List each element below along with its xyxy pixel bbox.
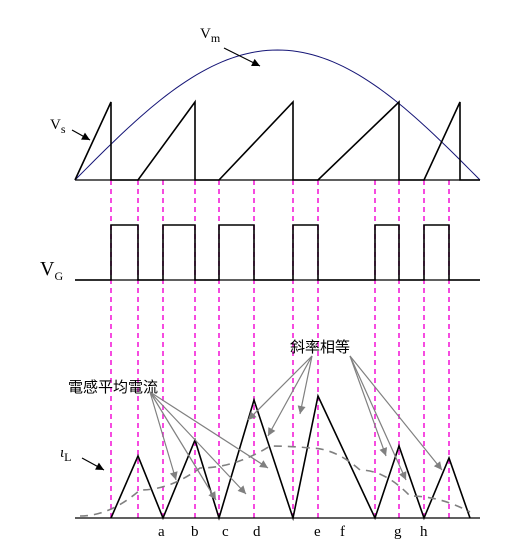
- iL-wave: [111, 396, 470, 518]
- label-avg-current: 電感平均電流: [68, 376, 158, 397]
- axis-letter: b: [191, 524, 199, 541]
- vs-sawtooth: [75, 102, 480, 180]
- diagram-svg: [0, 0, 510, 550]
- label-slope-equal: 斜率相等: [290, 336, 350, 357]
- diagram-canvas: Vm Vs VG ιL 斜率相等 電感平均電流 a b c d e f g h: [0, 0, 510, 550]
- axis-letter: h: [420, 524, 428, 541]
- axis-letter: c: [222, 524, 229, 541]
- label-vg: VG: [40, 258, 63, 284]
- axis-letter: e: [314, 524, 321, 541]
- label-vm: Vm: [200, 26, 220, 46]
- axis-letter: d: [253, 524, 261, 541]
- axis-letter: a: [158, 524, 165, 541]
- axis-letter: g: [394, 524, 402, 541]
- label-vs: Vs: [50, 117, 66, 137]
- label-iL: ιL: [60, 445, 72, 465]
- vg-gate: [75, 225, 480, 280]
- axis-letter: f: [340, 524, 345, 541]
- vm-sine: [75, 50, 480, 180]
